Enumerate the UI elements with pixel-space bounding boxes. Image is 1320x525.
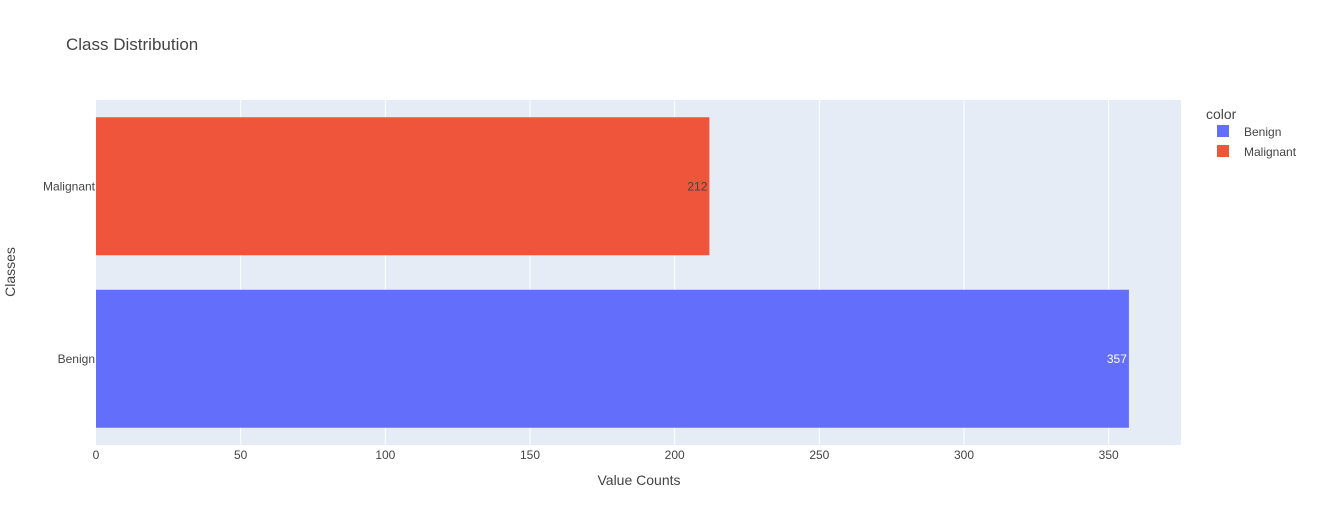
x-tick-label: 250 xyxy=(809,448,829,462)
bar-benign xyxy=(96,289,1129,428)
x-tick-label: 200 xyxy=(665,448,685,462)
legend-item-malignant[interactable]: Malignant xyxy=(1244,145,1297,159)
chart-title: Class Distribution xyxy=(66,35,198,54)
legend-item-benign[interactable]: Benign xyxy=(1244,125,1281,139)
y-tick-label: Malignant xyxy=(43,179,96,193)
bar-value-label: 357 xyxy=(1107,352,1127,366)
y-axis-title: Classes xyxy=(2,247,18,297)
x-tick-label: 50 xyxy=(234,448,248,462)
bars: 357 212 xyxy=(96,117,1129,428)
legend-swatch-malignant xyxy=(1217,145,1229,157)
x-tick-labels: 0 50 100 150 200 250 300 350 xyxy=(93,448,1119,462)
x-tick-label: 150 xyxy=(520,448,540,462)
x-tick-label: 300 xyxy=(954,448,974,462)
bar-value-label: 212 xyxy=(687,179,707,193)
bar-malignant xyxy=(96,117,710,256)
x-tick-label: 0 xyxy=(93,448,100,462)
legend-swatch-benign xyxy=(1217,125,1229,137)
y-tick-labels: Benign Malignant xyxy=(43,179,96,366)
x-tick-label: 350 xyxy=(1099,448,1119,462)
x-axis-title: Value Counts xyxy=(597,472,680,488)
legend: color Benign Malignant xyxy=(1206,106,1297,159)
y-tick-label: Benign xyxy=(58,352,95,366)
legend-title: color xyxy=(1206,106,1237,122)
x-tick-label: 100 xyxy=(375,448,395,462)
